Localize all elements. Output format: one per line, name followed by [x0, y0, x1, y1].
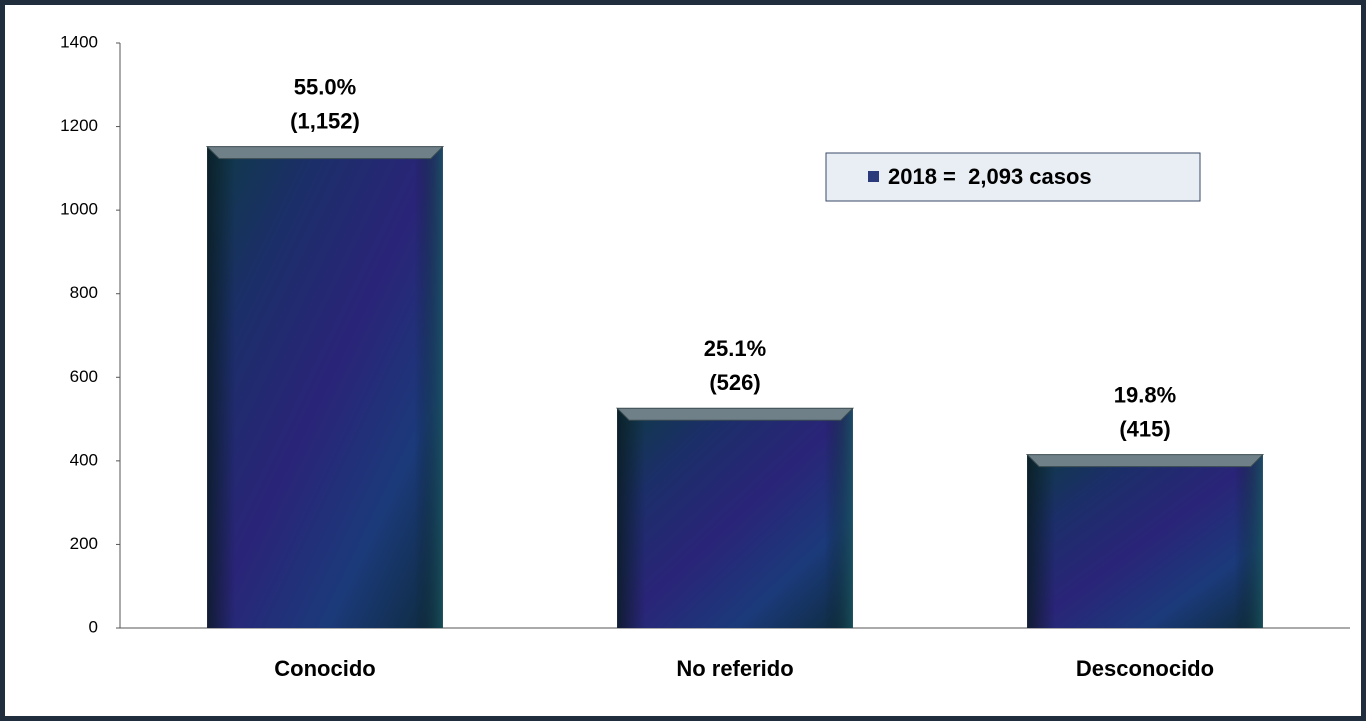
y-tick-label: 0: [89, 617, 98, 636]
share-label: 55.0%: [294, 74, 356, 99]
x-tick-label: No referido: [676, 656, 793, 681]
value-label: (1,152): [290, 108, 360, 133]
share-label: 25.1%: [704, 336, 766, 361]
value-label: (526): [709, 370, 760, 395]
y-tick-label: 200: [70, 534, 98, 553]
y-tick-label: 400: [70, 450, 98, 469]
bar-bevel: [205, 146, 445, 160]
legend-box: [825, 152, 1201, 202]
legend: 2018 = 2,093 casos: [825, 152, 1201, 202]
bar-bevel: [1025, 454, 1265, 468]
y-tick-label: 600: [70, 367, 98, 386]
bar-shade: [1027, 454, 1263, 628]
x-tick-label: Conocido: [274, 656, 375, 681]
share-label: 19.8%: [1114, 382, 1176, 407]
bar-shade: [617, 408, 853, 628]
y-tick-label: 1400: [60, 32, 98, 51]
y-tick-label: 1200: [60, 116, 98, 135]
y-tick-label: 1000: [60, 200, 98, 219]
value-label: (415): [1119, 416, 1170, 441]
legend-label: 2018 = 2,093 casos: [888, 164, 1092, 189]
bar-shade: [207, 146, 443, 628]
x-tick-label: Desconocido: [1076, 656, 1214, 681]
legend-swatch: [868, 171, 879, 182]
bar-bevel: [615, 407, 855, 421]
y-tick-label: 800: [70, 283, 98, 302]
